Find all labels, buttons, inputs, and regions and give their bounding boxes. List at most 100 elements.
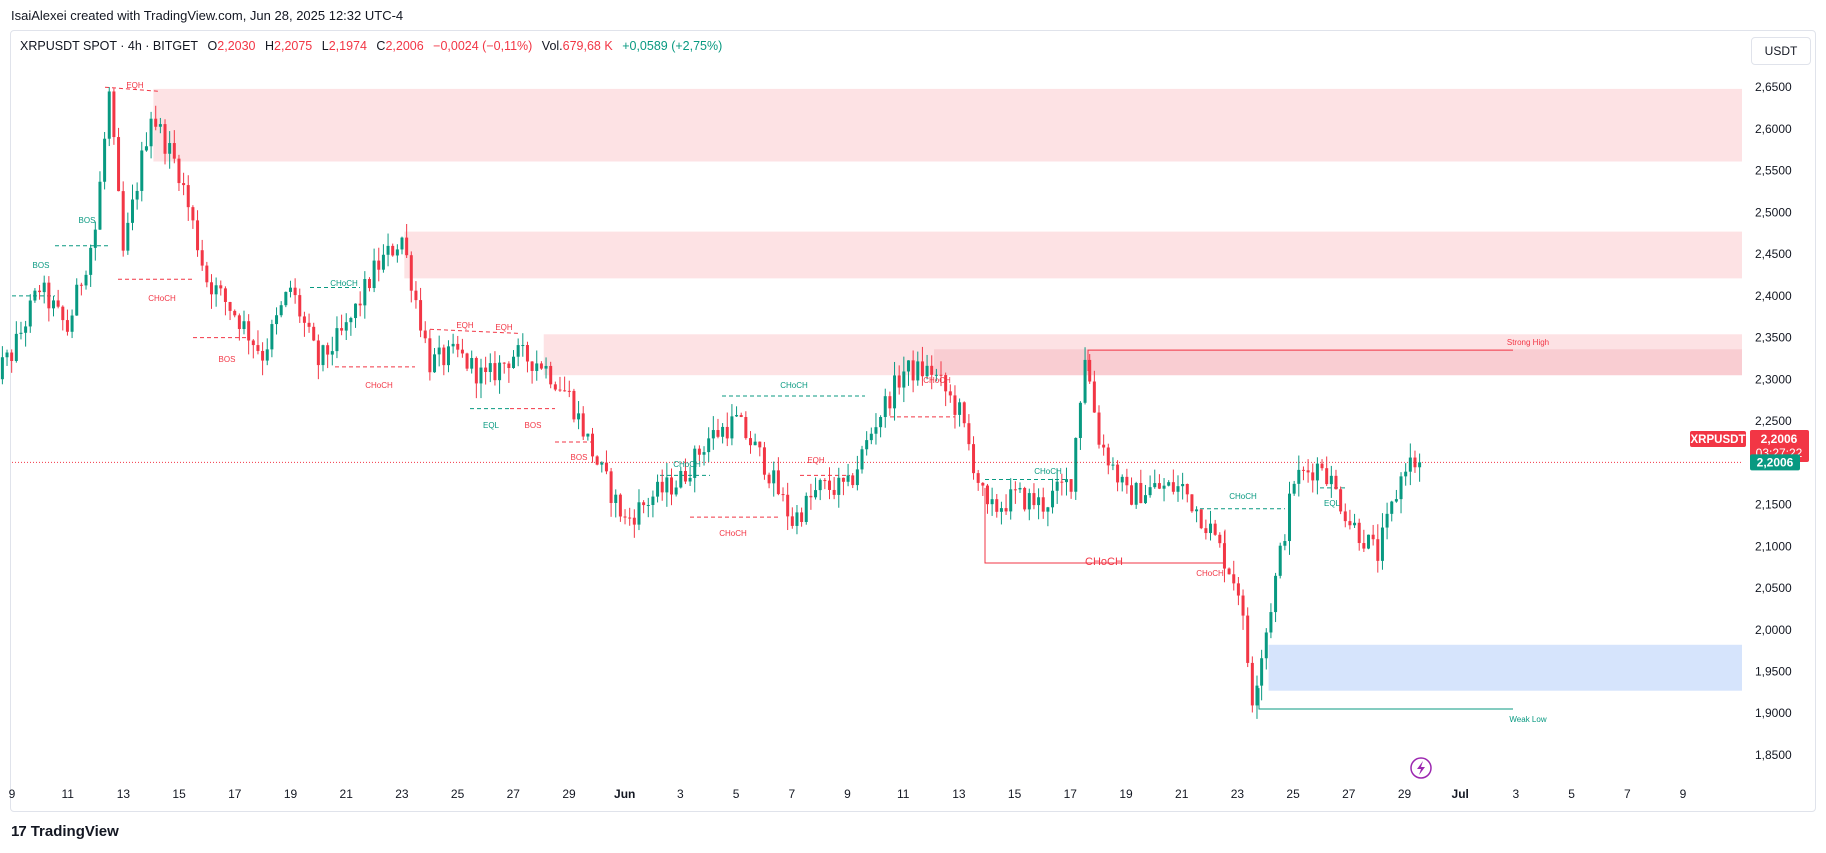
candle-body — [725, 426, 729, 439]
candle-body — [1380, 527, 1384, 561]
candle-body — [237, 315, 241, 330]
candle-body — [1413, 457, 1417, 468]
candle-body — [1088, 359, 1092, 382]
strong-high-line — [1087, 349, 1513, 372]
currency-button[interactable]: USDT — [1751, 37, 1811, 65]
candle-body — [1213, 523, 1217, 535]
y-tick-label: 2,6000 — [1755, 122, 1792, 136]
chart-frame — [10, 30, 1816, 812]
candle-body — [1250, 662, 1254, 706]
tradingview-brand[interactable]: 17 TradingView — [11, 823, 119, 840]
lightning-bolt — [1417, 761, 1425, 775]
candle-body — [158, 124, 162, 127]
candle-body — [386, 245, 390, 255]
candle-body — [1274, 575, 1278, 613]
candle-body — [1315, 463, 1319, 481]
y-tick-label: 2,1500 — [1755, 498, 1792, 512]
annotation-label: Strong High — [1507, 338, 1549, 347]
candle-body — [358, 303, 362, 306]
candle-body — [265, 349, 269, 361]
candle-body — [586, 433, 590, 437]
candle-body — [84, 274, 88, 286]
annotation-label: EQH — [807, 456, 825, 465]
candle-body — [391, 245, 395, 256]
candle-body — [549, 365, 553, 385]
candle-body — [488, 363, 492, 373]
y-tick-label: 1,8500 — [1755, 748, 1792, 762]
current-price-badge — [1750, 454, 1800, 471]
candle-body — [512, 356, 516, 369]
x-tick-label: 27 — [507, 787, 521, 801]
candle-body — [451, 343, 455, 347]
candle-body — [772, 470, 776, 484]
candle-body — [827, 480, 831, 490]
candle-body — [1037, 497, 1041, 506]
candle-body — [981, 482, 985, 486]
candle-body — [24, 326, 28, 333]
volume-change-value: +0,0589 (+2,75%) — [622, 39, 723, 53]
candle-body — [800, 512, 804, 522]
candle-body — [888, 396, 892, 409]
candle-body — [693, 448, 697, 478]
y-tick-label: 2,3000 — [1755, 372, 1792, 386]
candle-body — [163, 124, 167, 154]
candle-body — [809, 495, 813, 498]
candle-body — [186, 185, 190, 208]
candle-body — [33, 290, 37, 301]
candle-body — [716, 430, 720, 437]
x-tick-label: 7 — [788, 787, 795, 801]
candle-body — [1041, 497, 1045, 512]
candle-body — [395, 249, 399, 256]
candle-body — [744, 417, 748, 439]
y-tick-label: 2,1000 — [1755, 539, 1792, 553]
candle-body — [953, 395, 957, 415]
candle-body — [1181, 484, 1185, 487]
open-label: O — [207, 39, 218, 53]
candle-body — [637, 502, 641, 525]
symbol-badge-label: XRPUSDT — [1691, 434, 1746, 446]
candle-body — [628, 517, 632, 519]
candle-body — [293, 287, 297, 296]
candle-body — [1074, 437, 1078, 492]
candle-body — [832, 489, 836, 495]
candle-body — [242, 321, 246, 330]
candle-body — [172, 143, 176, 159]
candle-body — [999, 508, 1003, 512]
candle-body — [814, 490, 818, 498]
candle-body — [577, 413, 581, 420]
current-price-label: 2,2006 — [1757, 455, 1794, 469]
candle-body — [906, 360, 910, 372]
candle-body — [446, 346, 450, 366]
x-tick-label: 3 — [677, 787, 684, 801]
candle-body — [200, 250, 204, 266]
candle-body — [298, 295, 302, 317]
candle-body — [1134, 483, 1138, 505]
candle-body — [1046, 507, 1050, 512]
x-tick-label: 7 — [1624, 787, 1631, 801]
candle-body — [572, 390, 576, 420]
candle-body — [544, 365, 548, 369]
candle-body — [869, 433, 873, 441]
candle-body — [154, 118, 158, 127]
candle-body — [1167, 482, 1171, 486]
change-value: −0,0024 (−0,11%) — [433, 39, 533, 53]
supply_strong-zone — [934, 349, 1742, 376]
annotation-label: BOS — [525, 421, 542, 430]
candle-body — [674, 487, 678, 495]
symbol-title[interactable]: XRPUSDT SPOT · 4h · BITGET — [20, 39, 199, 53]
candle-body — [985, 485, 989, 505]
candle-body — [484, 367, 488, 373]
candle-body — [367, 279, 371, 289]
candle-body — [1348, 521, 1352, 526]
annotation-label: Weak Low — [1509, 715, 1546, 724]
candle-body — [1143, 495, 1147, 504]
candle-body — [679, 470, 683, 488]
y-tick-label: 2,3500 — [1755, 331, 1792, 345]
candle-body — [735, 415, 739, 417]
x-tick-label: 15 — [172, 787, 186, 801]
candle-body — [553, 384, 557, 390]
candle-body — [502, 362, 506, 364]
candle-body — [326, 345, 330, 355]
candle-body — [330, 351, 334, 355]
